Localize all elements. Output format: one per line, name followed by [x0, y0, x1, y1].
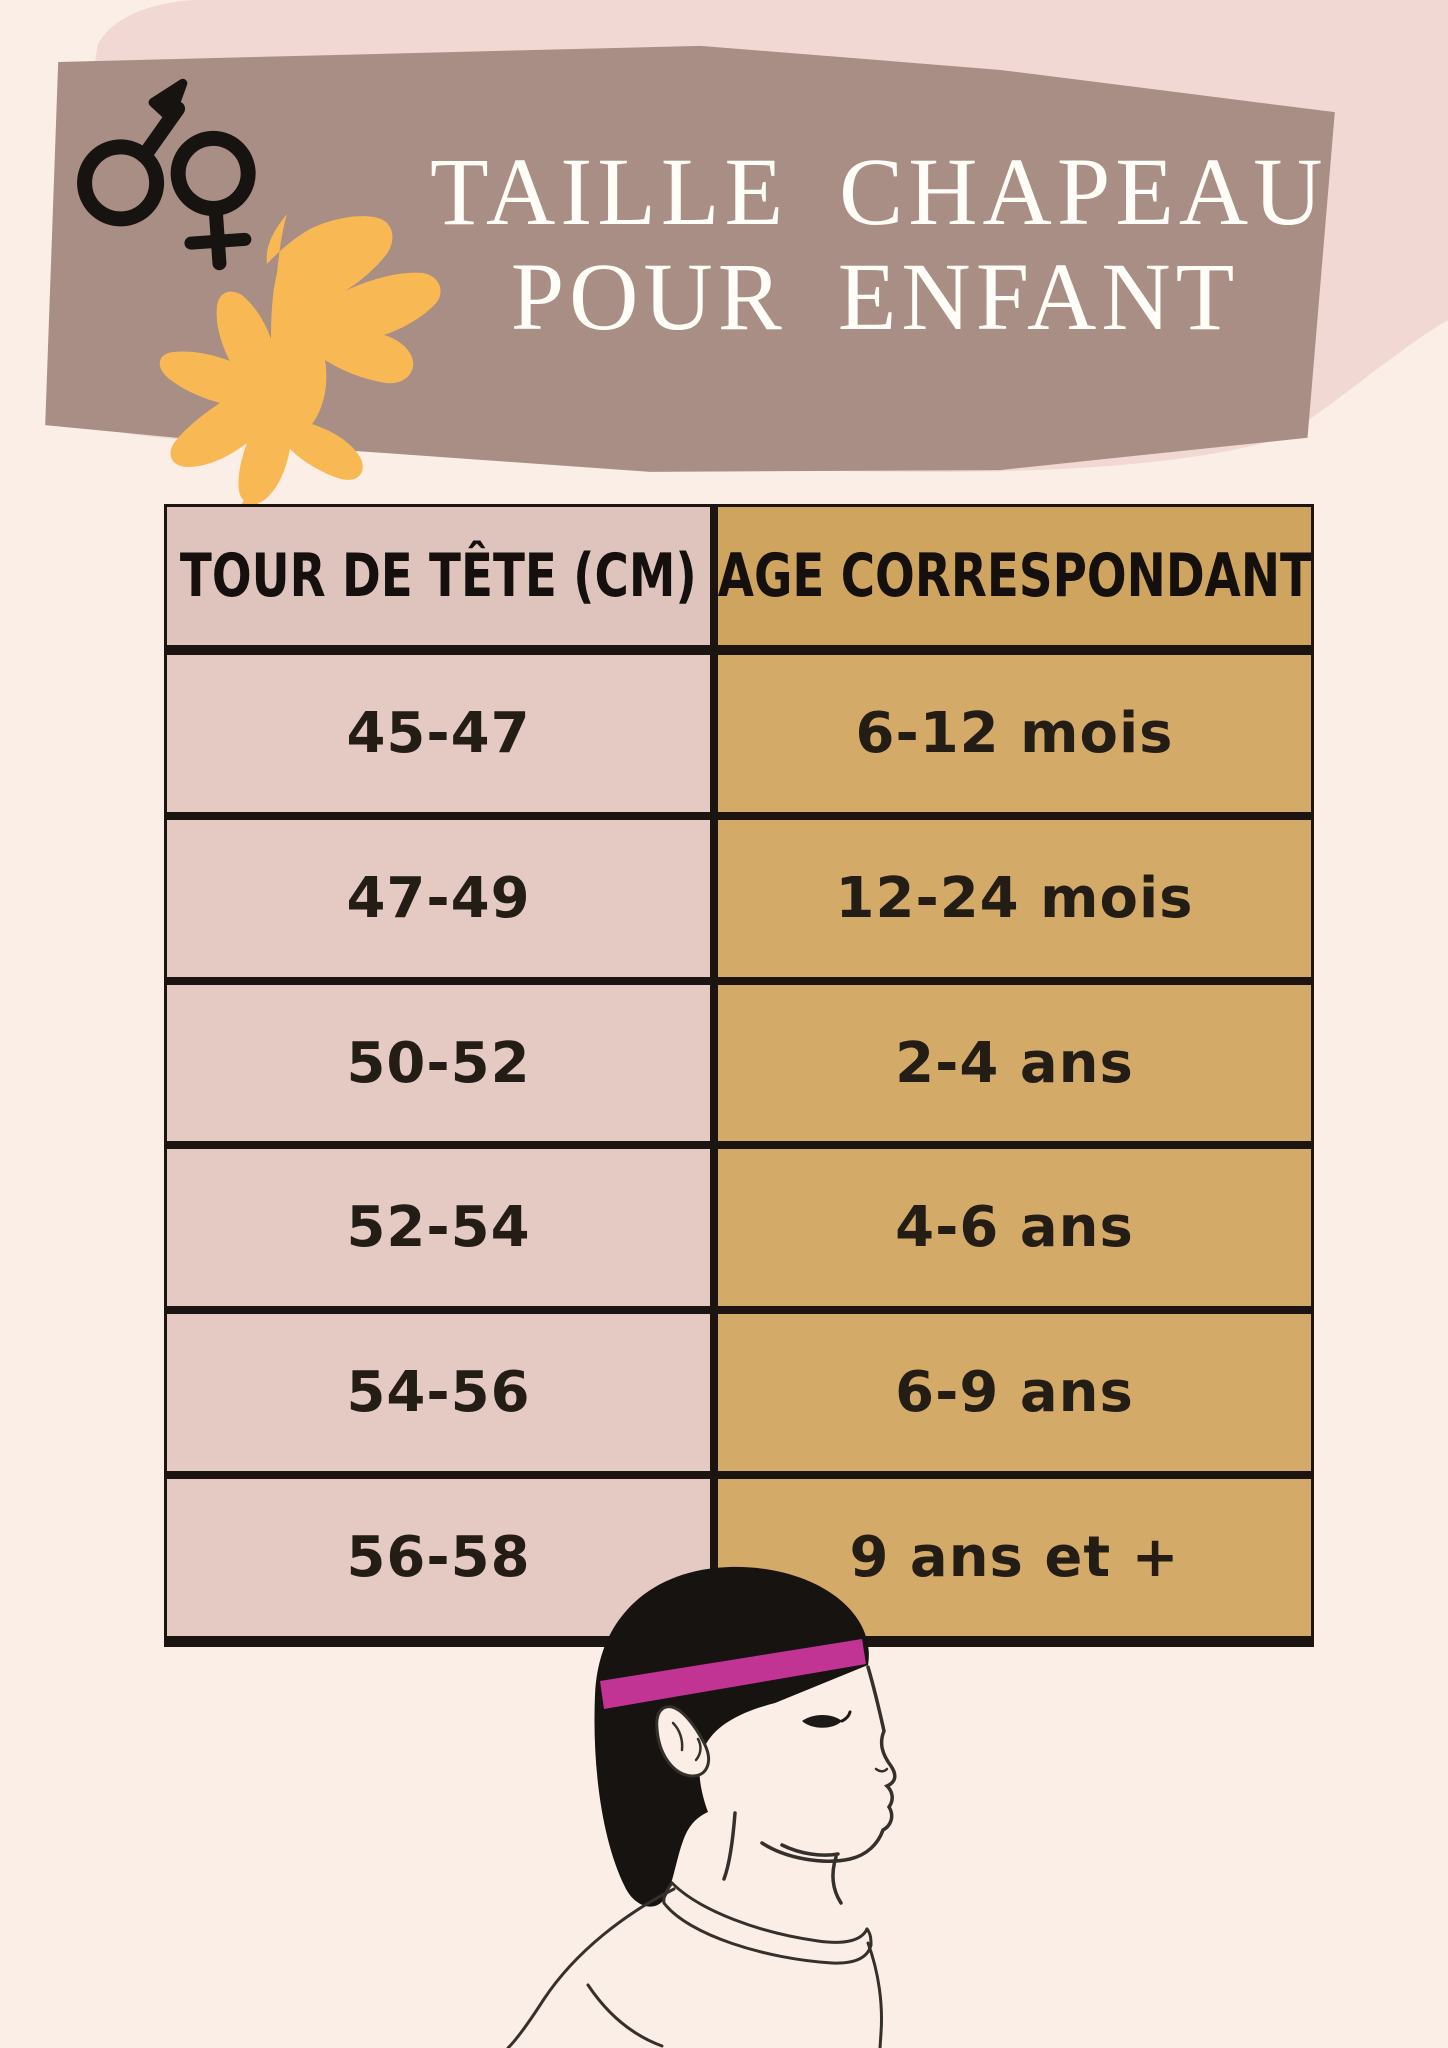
child-face-outline	[722, 1665, 897, 1905]
child-head-measurement-illustration	[506, 1566, 897, 2048]
child-collar-and-shoulders	[506, 1881, 883, 2048]
table-row: 45-47 6-12 mois	[167, 655, 1311, 812]
table-row: 52-54 4-6 ans	[167, 1141, 1311, 1307]
header-cell-head-circumference: TOUR DE TÊTE (CM)	[167, 507, 718, 645]
cell-age: 2-4 ans	[718, 984, 1311, 1142]
cell-age: 4-6 ans	[718, 1149, 1311, 1307]
measuring-band	[600, 1639, 866, 1709]
child-eye	[802, 1715, 842, 1728]
cell-head-cm: 54-56	[167, 1314, 718, 1472]
cell-age: 6-9 ans	[718, 1314, 1311, 1472]
page-title-line1: TAILLE CHAPEAU	[430, 138, 1328, 245]
cell-age: 6-12 mois	[718, 655, 1311, 812]
header-cell-age: AGE CORRESPONDANT	[718, 507, 1311, 645]
cell-age: 12-24 mois	[718, 819, 1311, 977]
table-row: 56-58 9 ans et +	[167, 1471, 1311, 1636]
child-ear	[655, 1705, 710, 1778]
hat-size-table: TOUR DE TÊTE (CM) AGE CORRESPONDANT 45-4…	[164, 504, 1314, 1647]
cell-head-cm: 50-52	[167, 984, 718, 1142]
table-row: 50-52 2-4 ans	[167, 976, 1311, 1142]
cell-head-cm: 45-47	[167, 655, 718, 812]
cell-head-cm: 52-54	[167, 1149, 718, 1307]
cell-head-cm: 47-49	[167, 819, 718, 977]
cell-head-cm: 56-58	[167, 1479, 718, 1636]
male-female-gender-icon	[77, 78, 256, 271]
child-eyelash	[840, 1710, 852, 1723]
table-header-row: TOUR DE TÊTE (CM) AGE CORRESPONDANT	[167, 507, 1311, 655]
child-face-skin	[733, 1665, 896, 1862]
table-row: 47-49 12-24 mois	[167, 811, 1311, 977]
table-row: 54-56 6-9 ans	[167, 1306, 1311, 1472]
page-title: TAILLE CHAPEAU POUR ENFANT	[430, 138, 1328, 350]
page-title-line2: POUR ENFANT	[510, 242, 1240, 350]
